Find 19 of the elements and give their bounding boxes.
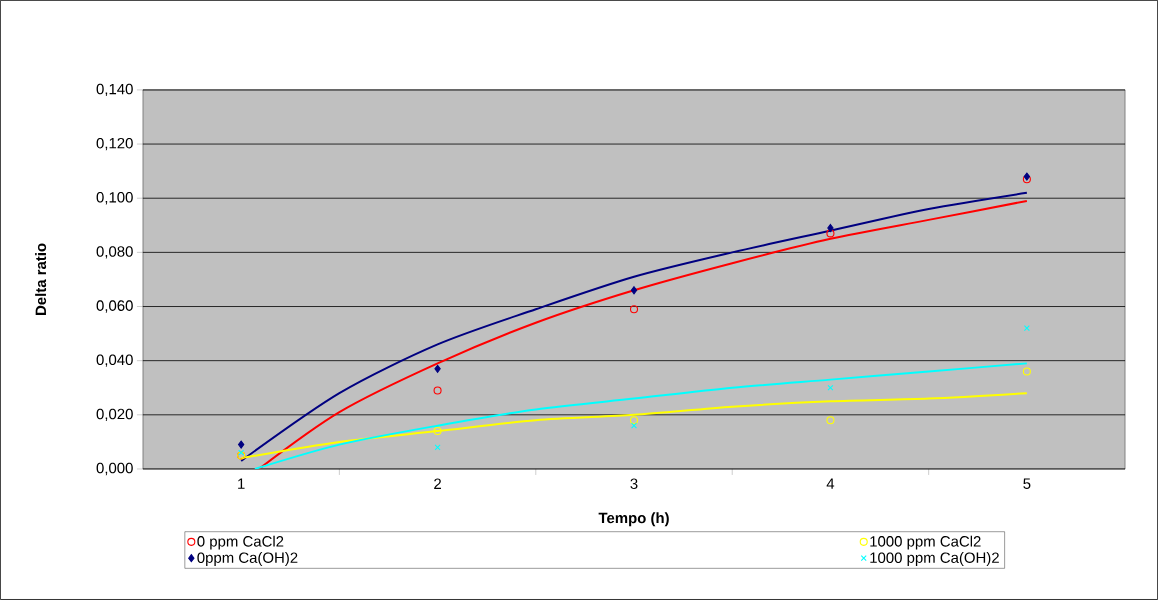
y-tick-label: 0,000 <box>96 462 133 476</box>
y-tick-label: 0,020 <box>96 408 133 422</box>
y-tick-label: 0,100 <box>96 192 133 205</box>
y-axis-title: Delta ratio <box>35 243 47 316</box>
y-tick-label: 0,040 <box>96 354 133 367</box>
legend-label: 1000 ppm CaCl2 <box>870 535 981 550</box>
y-tick-label: 0,140 <box>96 83 133 97</box>
x-tick-label: 3 <box>630 478 638 490</box>
x-axis-title: Tempo (h) <box>598 512 669 527</box>
y-tick-label: 0,080 <box>96 246 133 259</box>
y-tick-label: 0,060 <box>96 300 133 313</box>
legend-label: 0 ppm CaCl2 <box>197 535 284 550</box>
x-tick-label: 5 <box>1023 478 1031 489</box>
legend-label: 0ppm Ca(OH)2 <box>197 552 298 566</box>
x-tick-label: 2 <box>434 478 441 489</box>
x-tick-label: 4 <box>826 478 835 489</box>
x-tick-label: 1 <box>238 478 245 489</box>
legend-label: 1000 ppm Ca(OH)2 <box>870 552 999 566</box>
y-tick-label: 0,120 <box>96 137 133 151</box>
